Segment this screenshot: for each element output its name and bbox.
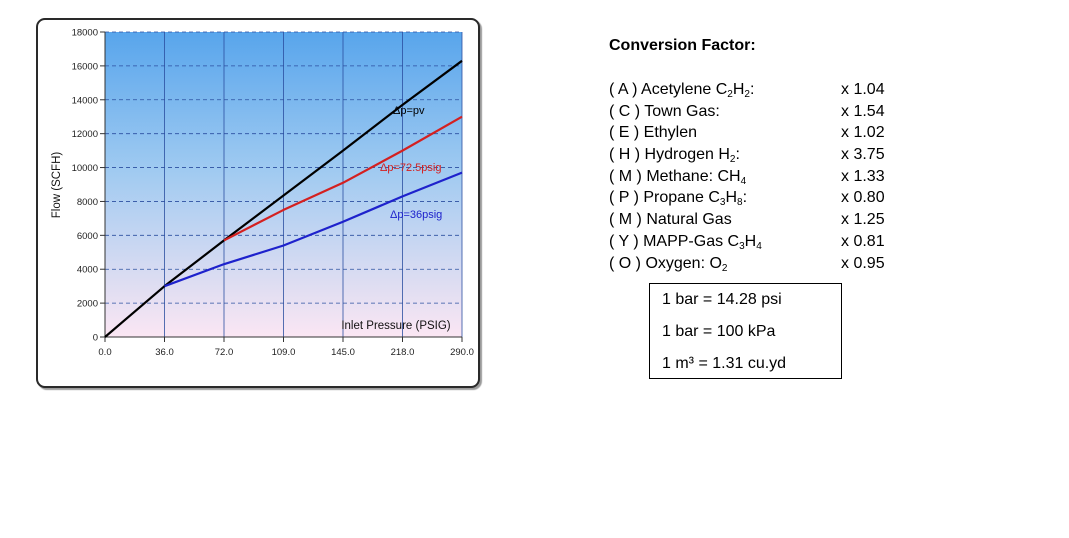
formula-subscript: 8 [737, 197, 743, 209]
unit-conversion-bar-kpa: 1 bar = 100 kPa [662, 323, 776, 340]
conversion-factor-row: ( O ) Oxygen: O2 x 0.95 [609, 253, 899, 275]
x-tick-label: 290.0 [450, 347, 474, 358]
conversion-factor-row: ( P ) Propane C3H8: x 0.80 [609, 187, 899, 209]
y-tick-label: 12000 [72, 129, 98, 140]
factor-value: x 0.81 [841, 232, 885, 250]
x-tick-label: 218.0 [391, 347, 415, 358]
x-tick-label: 109.0 [272, 347, 296, 358]
conversion-factor-row: ( C ) Town Gas: x 1.54 [609, 101, 899, 123]
unit-conversion-bar-psi: 1 bar = 14.28 psi [662, 291, 782, 308]
y-tick-label: 14000 [72, 95, 98, 106]
gas-name: ( M ) Methane: CH4 [609, 167, 747, 187]
formula-subscript: 3 [719, 197, 726, 209]
gas-name: ( C ) Town Gas: [609, 102, 720, 120]
y-tick-label: 18000 [72, 28, 98, 39]
gas-name: ( H ) Hydrogen H2: [609, 146, 740, 166]
conversion-factor-row: ( M ) Methane: CH4 x 1.33 [609, 166, 899, 188]
y-tick-label: 4000 [77, 265, 98, 276]
y-tick-label: 2000 [77, 299, 98, 310]
x-tick-label: 0.0 [98, 347, 111, 358]
conversion-factor-row: ( Y ) MAPP-Gas C3H4 x 0.81 [609, 231, 899, 253]
formula-subscript: 2 [721, 262, 728, 274]
formula-subscript: 2 [729, 154, 736, 166]
formula-subscript: 4 [740, 175, 747, 187]
x-axis-label: Inlet Pressure (PSIG) [341, 320, 450, 332]
y-axis-label: Flow (SCFH) [51, 152, 63, 219]
series-lines [104, 59, 463, 338]
factor-value: x 0.95 [841, 254, 885, 272]
gas-name: ( Y ) MAPP-Gas C3H4 [609, 232, 762, 252]
conversion-title: Conversion Factor: [609, 37, 756, 54]
flow-chart: 0 2000 4000 6000 8000 10000 12000 14000 16000 180… [51, 28, 474, 359]
series-line [223, 115, 463, 242]
series-label: Δp=72.5psig [380, 162, 441, 174]
factor-value: x 3.75 [841, 146, 885, 164]
gas-name: ( M ) Natural Gas [609, 211, 732, 229]
axes: 0 2000 4000 6000 8000 10000 12000 14000 16000 180… [72, 28, 474, 359]
factor-value: x 1.25 [841, 211, 885, 229]
gas-name: ( P ) Propane C3H8: [609, 189, 748, 209]
unit-conversions-box: 1 bar = 14.28 psi 1 bar = 100 kPa 1 m³ =… [649, 283, 842, 379]
y-tick-label: 0 [93, 333, 98, 344]
x-tick-label: 72.0 [215, 347, 234, 358]
series-label: Δp=pv [393, 105, 425, 117]
series-label: Δp=36psig [390, 209, 442, 221]
gas-name: ( O ) Oxygen: O2 [609, 254, 728, 274]
gas-name: ( A ) Acetylene C2H2: [609, 81, 755, 100]
factor-value: x 0.80 [841, 189, 885, 207]
factor-value: x 1.33 [841, 167, 885, 185]
conversion-factor-row: ( H ) Hydrogen H2: x 3.75 [609, 144, 899, 166]
conversion-factor-row: ( M ) Natural Gas x 1.25 [609, 209, 899, 231]
gas-name: ( E ) Ethylen [609, 124, 698, 142]
formula-subscript: 3 [739, 240, 745, 252]
formula-subscript: 4 [756, 240, 762, 252]
x-tick-label: 36.0 [155, 347, 174, 358]
formula-subscript: 2 [727, 89, 733, 100]
y-tick-label: 10000 [72, 163, 98, 174]
x-tick-label: 145.0 [331, 347, 355, 358]
conversion-factor-row: ( E ) Ethylen x 1.02 [609, 122, 899, 144]
conversion-factor-list: ( A ) Acetylene C2H2: x 1.04 ( C ) Town Ga… [609, 79, 899, 274]
factor-value: x 1.02 [841, 124, 885, 142]
series-labels: Δp=pv Δp=72.5psig Δp=36psig [380, 105, 442, 221]
flow-chart-frame: 0 2000 4000 6000 8000 10000 12000 14000 16000 180… [36, 18, 480, 388]
unit-conversion-m3-yd: 1 m³ = 1.31 cu.yd [662, 355, 787, 372]
y-tick-label: 6000 [77, 231, 98, 242]
conversion-factor-row: ( A ) Acetylene C2H2: x 1.04 [609, 79, 899, 101]
y-tick-label: 16000 [72, 61, 98, 72]
series-line [164, 171, 463, 288]
factor-value: x 1.54 [841, 102, 885, 120]
factor-value: x 1.04 [841, 81, 885, 98]
formula-subscript: 2 [744, 89, 750, 100]
y-tick-label: 8000 [77, 197, 98, 208]
